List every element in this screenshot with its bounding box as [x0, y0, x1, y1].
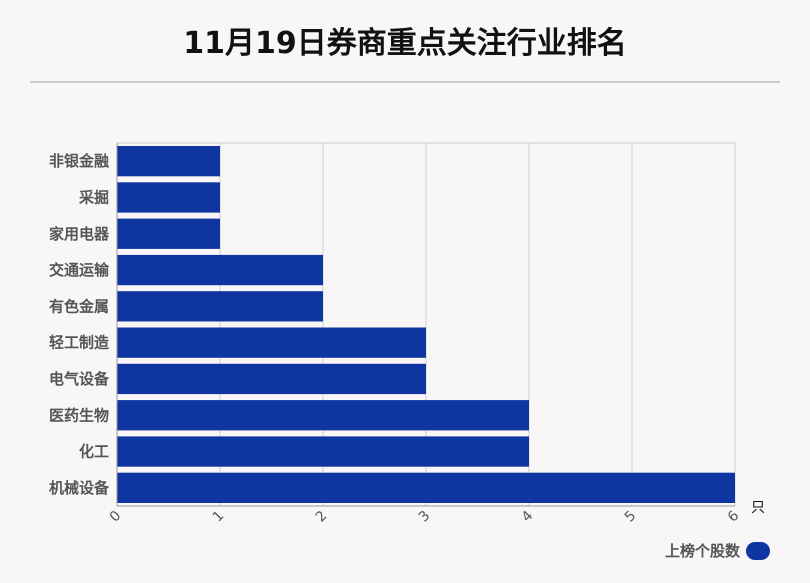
category-label: 有色金属 — [49, 297, 109, 315]
legend-swatch — [746, 541, 770, 560]
bar — [117, 146, 220, 177]
x-tick-label: 6 — [725, 508, 743, 526]
x-tick-label: 5 — [622, 508, 640, 526]
bar — [117, 291, 323, 322]
x-tick-label: 0 — [107, 508, 125, 526]
category-label: 采掘 — [78, 188, 109, 206]
x-tick-label: 1 — [210, 508, 228, 526]
bar — [117, 327, 426, 358]
bar — [117, 182, 220, 213]
category-label: 家用电器 — [49, 225, 110, 243]
category-label: 机械设备 — [49, 479, 110, 497]
bar — [117, 472, 735, 503]
x-tick-label: 4 — [519, 508, 537, 526]
category-label: 电气设备 — [49, 370, 110, 388]
chart-title: 11月19日券商重点关注行业排名 — [183, 26, 627, 61]
bar — [117, 400, 529, 431]
category-label: 非银金融 — [49, 152, 109, 170]
bar — [117, 254, 323, 286]
x-unit-label: 只 — [751, 500, 765, 516]
title-divider — [30, 81, 780, 83]
x-tick-label: 3 — [416, 508, 434, 526]
category-label: 医药生物 — [49, 406, 109, 424]
legend[interactable]: 上榜个股数 — [665, 540, 770, 561]
category-label: 轻工制造 — [49, 334, 109, 352]
category-label: 交通运输 — [49, 261, 110, 279]
legend-label: 上榜个股数 — [664, 542, 740, 560]
bar — [117, 363, 426, 395]
bar — [117, 218, 220, 249]
category-label: 化工 — [79, 443, 109, 461]
x-tick-label: 2 — [313, 508, 331, 526]
bar — [117, 436, 529, 467]
